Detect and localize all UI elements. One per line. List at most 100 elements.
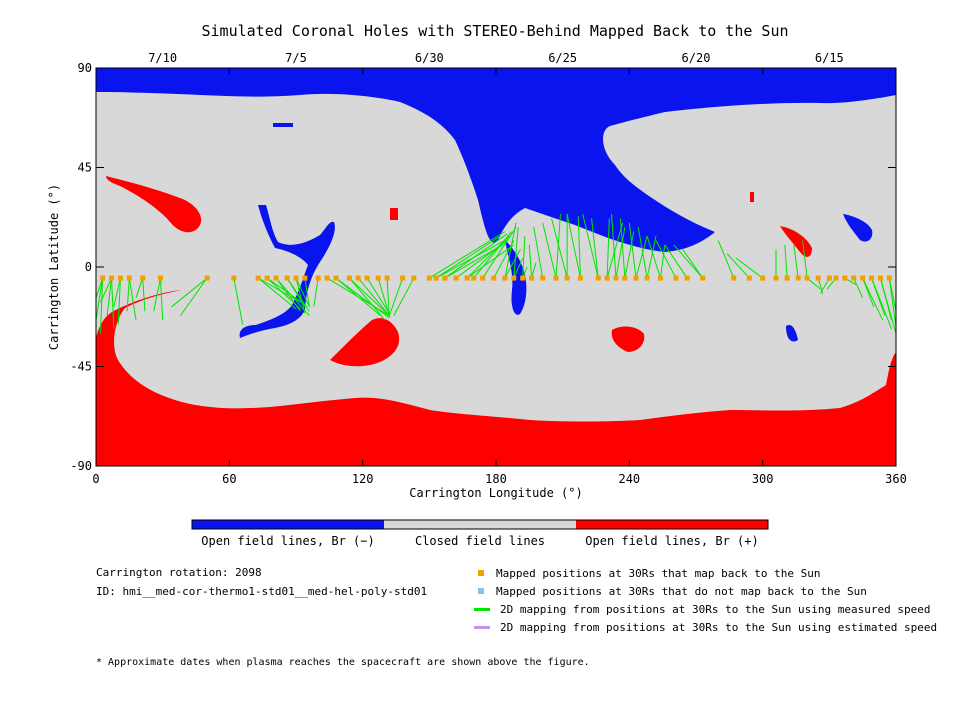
field-line [135, 277, 144, 299]
y-tick-label: 90 [78, 61, 92, 75]
footnote: * Approximate dates when plasma reaches … [96, 657, 590, 668]
field-line [180, 277, 208, 316]
mapped-point [529, 275, 535, 281]
field-line [335, 277, 390, 319]
field-line [117, 278, 121, 325]
legend-swatch [474, 607, 490, 611]
top-date-label: 7/10 [148, 51, 177, 65]
mapped-point [491, 275, 497, 281]
x-tick-label: 240 [618, 472, 640, 486]
id-label: ID: [96, 585, 116, 598]
chart-title: Simulated Coronal Holes with STEREO-Behi… [202, 22, 789, 40]
field-line [735, 257, 763, 279]
field-line [659, 244, 666, 279]
mapped-point [851, 275, 857, 281]
mapped-point [375, 275, 381, 281]
field-line [335, 277, 381, 317]
field-line [513, 227, 519, 279]
field-line [128, 277, 137, 321]
north-polar-hole-negative [96, 68, 896, 252]
top-date-label: 6/30 [415, 51, 444, 65]
field-line [531, 262, 537, 279]
coronal-hole-positive-speck-b [750, 192, 754, 202]
mapped-point [471, 275, 477, 281]
field-line [95, 277, 104, 321]
mapped-point [673, 275, 679, 281]
field-line [435, 240, 506, 279]
mapped-point [453, 275, 459, 281]
mapped-point [577, 275, 583, 281]
mapped-point [684, 275, 690, 281]
legend-entry: Mapped positions at 30Rs that map back t… [478, 566, 821, 580]
field-line [682, 249, 704, 279]
field-line [888, 277, 897, 327]
colorbar-segment [384, 520, 576, 529]
field-line [111, 278, 115, 329]
legend-entry: 2D mapping from positions at 30Rs to the… [474, 620, 937, 634]
field-line [862, 277, 884, 321]
mapped-point [657, 275, 663, 281]
mapped-point [464, 275, 470, 281]
x-tick-label: 0 [92, 472, 99, 486]
field-line [142, 278, 146, 312]
field-line [388, 277, 404, 316]
mapped-point [746, 275, 752, 281]
field-line [542, 222, 557, 279]
mapped-point [126, 275, 132, 281]
mapped-point [731, 275, 737, 281]
field-line [717, 240, 735, 279]
field-line [435, 235, 501, 279]
field-line [126, 278, 130, 312]
field-line [513, 257, 524, 279]
field-line [304, 277, 310, 307]
x-axis-label: Carrington Longitude (°) [409, 486, 582, 500]
mapped-point [613, 275, 619, 281]
mapped-point [804, 275, 810, 281]
field-line [466, 244, 515, 279]
field-line [348, 277, 390, 317]
field-line [637, 227, 648, 279]
field-line [106, 277, 113, 316]
field-line [275, 277, 301, 312]
mapped-point [833, 275, 839, 281]
field-line [606, 218, 610, 279]
y-axis-label: Carrington Latitude (°) [47, 184, 61, 350]
mapped-point [604, 275, 610, 281]
field-line [577, 216, 581, 279]
mapped-point [284, 275, 290, 281]
mapped-point [553, 275, 559, 281]
field-line [802, 240, 808, 279]
field-line [871, 277, 893, 330]
south-polar-hole-positive [96, 290, 896, 466]
field-line [646, 235, 657, 279]
field-line [357, 277, 390, 316]
field-line [171, 277, 208, 308]
mapped-point [860, 275, 866, 281]
top-date-label: 6/20 [682, 51, 711, 65]
legend-label: 2D mapping from positions at 30Rs to the… [500, 602, 931, 616]
mapped-point [760, 275, 766, 281]
field-line [348, 277, 386, 321]
field-line [159, 278, 164, 321]
mapped-point [324, 275, 330, 281]
x-tick-label: 300 [752, 472, 774, 486]
field-line [611, 213, 617, 279]
field-line [528, 244, 533, 279]
field-line [793, 244, 799, 279]
mapped-point [355, 275, 361, 281]
colorbar: Open field lines, Br (−) Closed field lin… [191, 519, 769, 548]
mapped-point [886, 275, 892, 281]
field-line [673, 244, 704, 279]
field-line [551, 218, 568, 279]
mapped-point [346, 275, 352, 281]
field-line [153, 277, 161, 312]
mapped-point [842, 275, 848, 281]
x-axis-ticks: 0 60 120 180 240 300 360 [92, 68, 907, 486]
colorbar-label: Open field lines, Br (−) [201, 534, 374, 548]
field-line [482, 226, 517, 279]
mapped-point [315, 275, 321, 281]
x-tick-label: 180 [485, 472, 507, 486]
field-line [113, 277, 121, 307]
field-line [522, 236, 526, 279]
